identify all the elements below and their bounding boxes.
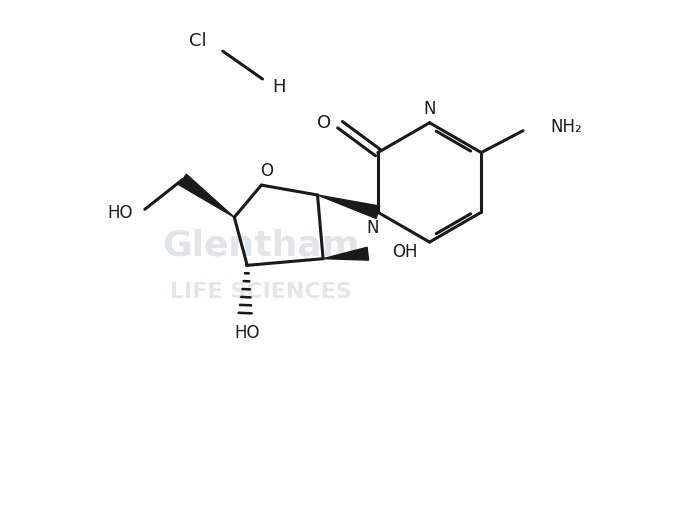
Text: H: H [272, 78, 286, 96]
Text: HO: HO [235, 324, 260, 342]
Text: Glentham: Glentham [161, 228, 359, 262]
Text: Cl: Cl [189, 32, 207, 50]
Polygon shape [179, 174, 235, 217]
Text: O: O [260, 162, 273, 180]
Text: O: O [317, 114, 331, 132]
Text: HO: HO [107, 204, 133, 223]
Polygon shape [323, 248, 369, 260]
Text: NH₂: NH₂ [551, 118, 583, 136]
Text: LIFE SCIENCES: LIFE SCIENCES [170, 282, 351, 302]
Polygon shape [317, 195, 379, 218]
Text: OH: OH [392, 243, 417, 261]
Text: N: N [423, 100, 436, 118]
Text: N: N [367, 219, 379, 237]
